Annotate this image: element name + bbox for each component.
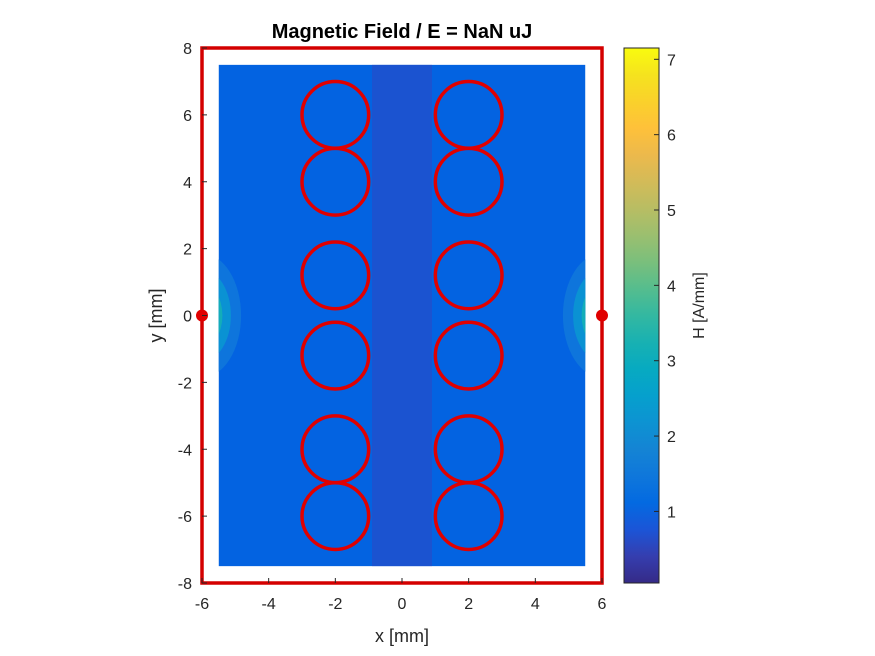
conductor-circle: [300, 146, 371, 217]
conductor-circle: [300, 240, 371, 311]
y-axis-label: y [mm]: [146, 289, 166, 343]
x-tick-label: -2: [328, 596, 342, 613]
y-tick-label: 4: [183, 175, 192, 192]
x-axis-label: x [mm]: [375, 626, 429, 646]
y-tick-label: 2: [183, 242, 192, 259]
field-heatmap: [218, 64, 586, 567]
colorbar-tick-label: 3: [667, 354, 676, 371]
conductor-circle: [433, 320, 504, 391]
x-tick-label: -6: [195, 596, 209, 613]
chart-title: Magnetic Field / E = NaN uJ: [272, 21, 533, 43]
x-tick-label: 4: [531, 596, 540, 613]
colorbar-gradient: [623, 47, 660, 584]
x-tick-label: -4: [262, 596, 276, 613]
colorbar-tick-label: 5: [667, 203, 676, 220]
colorbar-tick-label: 6: [667, 128, 676, 145]
x-tick-label: 6: [598, 596, 607, 613]
colorbar-label: H [A/mm]: [691, 272, 708, 339]
colorbar-tick-label: 7: [667, 52, 676, 69]
y-tick-label: 6: [183, 108, 192, 125]
conductor-circle: [433, 146, 504, 217]
colorbar-tick-label: 4: [667, 278, 676, 295]
electrode-marker: [596, 309, 608, 322]
y-tick-label: -2: [178, 375, 192, 392]
conductor-circle: [300, 320, 371, 391]
x-tick-label: 2: [464, 596, 473, 613]
conductor-circle: [433, 240, 504, 311]
y-tick-label: -8: [178, 576, 192, 593]
x-tick-label: 0: [398, 596, 407, 613]
colorbar-tick-label: 1: [667, 504, 676, 521]
y-tick-label: -4: [178, 442, 192, 459]
conductor-circle: [433, 481, 504, 552]
y-tick-label: -6: [178, 509, 192, 526]
y-tick-label: 0: [183, 309, 192, 326]
colorbar: 1 2 3 4 5 6 7: [623, 47, 676, 584]
conductor-circle: [300, 481, 371, 552]
colorbar-tick-label: 2: [667, 429, 676, 446]
y-tick-label: 8: [183, 41, 192, 58]
